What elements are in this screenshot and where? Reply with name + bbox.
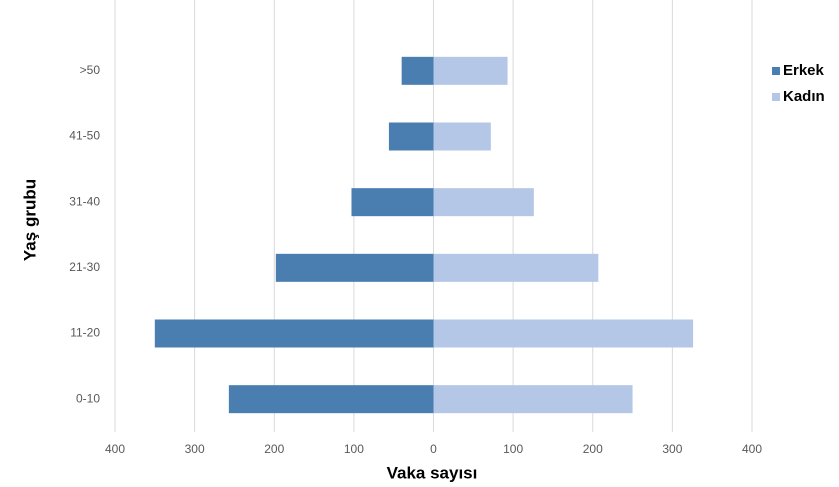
y-tick-label: 21-30 — [69, 260, 100, 274]
y-tick-label: 11-20 — [70, 326, 100, 340]
legend-label: Erkek — [783, 62, 825, 79]
x-tick-label: 400 — [105, 442, 125, 456]
x-tick-label: 100 — [503, 442, 523, 456]
legend-label: Kadın — [783, 88, 825, 105]
legend-swatch — [772, 67, 780, 75]
bar — [433, 385, 633, 414]
bar — [228, 385, 434, 414]
bar — [433, 188, 534, 217]
x-tick-label: 300 — [662, 442, 682, 456]
bar — [433, 122, 491, 151]
bar — [154, 319, 434, 348]
x-axis-title: Vaka sayısı — [387, 463, 478, 482]
x-tick-label: 200 — [264, 442, 284, 456]
x-tick-label: 400 — [742, 442, 762, 456]
bar — [433, 56, 508, 85]
y-tick-label: 31-40 — [69, 194, 100, 208]
x-tick-label: 100 — [344, 442, 364, 456]
x-tick-label: 0 — [430, 442, 437, 456]
x-tick-label: 200 — [583, 442, 603, 456]
x-tick-label: 300 — [185, 442, 205, 456]
y-axis-title: Yaş grubu — [20, 179, 39, 261]
y-tick-label: 0-10 — [76, 391, 100, 405]
bar — [433, 319, 694, 348]
bar — [275, 253, 434, 282]
y-tick-label: 41-50 — [69, 129, 100, 143]
y-tick-label: >50 — [80, 63, 101, 77]
legend-swatch — [772, 93, 780, 101]
bar — [401, 56, 434, 85]
bar — [351, 188, 434, 217]
bar — [433, 253, 599, 282]
bar — [388, 122, 434, 151]
